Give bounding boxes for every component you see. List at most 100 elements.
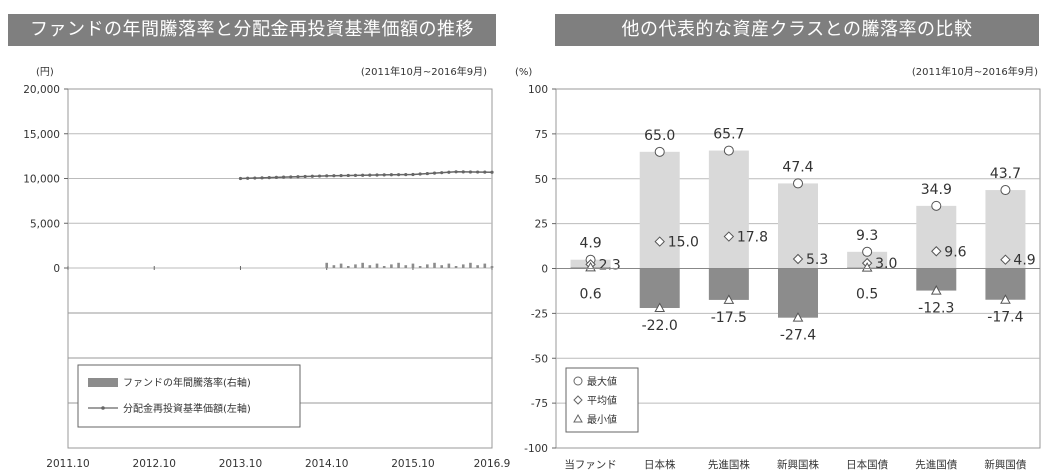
avg-marker — [723, 231, 735, 242]
right-legend: 最大値 平均値 最小値 — [565, 367, 639, 433]
left-return-bar — [433, 262, 436, 268]
left-period-label: (2011年10月~2016年9月) — [361, 65, 487, 78]
min-marker — [930, 285, 942, 295]
legend-bar-swatch — [88, 378, 118, 387]
left-y-tick-label: 5,000 — [30, 218, 60, 230]
left-x-tick-label: 2011.10 — [46, 458, 89, 470]
avg-marker — [654, 236, 665, 247]
nav-marker — [332, 174, 336, 178]
avg-value-label: 2.3 — [599, 257, 621, 273]
right-y-tick-label: 25 — [535, 219, 548, 231]
category-label: 日本株 — [644, 458, 676, 471]
nav-marker — [454, 170, 458, 174]
nav-marker — [425, 171, 429, 176]
left-return-bar — [404, 265, 408, 268]
left-return-bar — [440, 265, 443, 268]
nav-marker — [339, 173, 343, 178]
right-y-tick-label: 75 — [535, 129, 548, 141]
legend-avg-marker — [573, 395, 583, 405]
nav-marker — [361, 173, 365, 177]
left-return-bar — [382, 266, 386, 268]
left-x-tick-label: 2016.9 — [474, 458, 511, 470]
max-marker — [931, 200, 942, 211]
avg-value-label: 4.9 — [1013, 253, 1035, 269]
legend-min-marker — [573, 413, 583, 423]
left-return-bar — [418, 266, 422, 268]
category-label: 当ファンド — [564, 458, 617, 471]
left-return-bar — [483, 263, 487, 268]
max-value-label: 47.4 — [782, 159, 813, 175]
min-bar — [639, 268, 680, 308]
max-bar — [916, 205, 957, 269]
max-marker — [654, 146, 665, 157]
min-value-label: 0.5 — [856, 287, 878, 303]
max-value-label: 43.7 — [990, 166, 1021, 182]
min-marker — [861, 262, 873, 272]
nav-marker — [476, 170, 480, 174]
right-y-tick-label: -25 — [531, 308, 548, 320]
left-return-bar — [346, 266, 350, 268]
nav-marker — [346, 173, 350, 178]
left-y-tick-label: 20,000 — [23, 84, 60, 96]
nav-marker — [447, 170, 451, 174]
nav-marker — [281, 175, 286, 179]
legend-max-marker — [573, 376, 583, 386]
min-marker — [1000, 294, 1011, 304]
left-return-bar — [447, 263, 451, 268]
nav-marker — [303, 174, 307, 179]
nav-marker — [246, 176, 250, 180]
nav-marker — [440, 171, 444, 175]
left-return-bar — [461, 264, 465, 268]
min-value-label: -17.5 — [711, 310, 747, 326]
max-value-label: 34.9 — [921, 182, 952, 198]
nav-marker — [411, 172, 415, 177]
category-label: 先進国債 — [915, 458, 957, 471]
left-y-tick-label: 0 — [53, 263, 60, 275]
nav-marker — [483, 170, 487, 174]
avg-value-label: 17.8 — [737, 230, 768, 246]
max-marker — [723, 145, 734, 156]
nav-marker — [310, 174, 314, 178]
nav-marker — [353, 173, 358, 177]
left-x-tick-label: 2015.10 — [391, 458, 434, 470]
right-y-tick-label: 0 — [541, 264, 548, 276]
left-return-bar — [325, 262, 329, 268]
avg-value-label: 5.3 — [806, 252, 828, 268]
min-bar — [778, 268, 818, 318]
left-x-tick-label: 2012.10 — [133, 458, 176, 470]
left-return-bar — [476, 265, 479, 268]
min-value-label: -12.3 — [918, 301, 954, 317]
min-value-label: -17.4 — [987, 310, 1023, 326]
legend-line-label: 分配金再投資基準価額(左軸) — [123, 402, 251, 415]
nav-marker — [238, 176, 243, 181]
avg-value-label: 3.0 — [875, 256, 897, 272]
right-period-label: (2011年10月~2016年9月) — [912, 65, 1038, 78]
left-y-tick-label: 10,000 — [23, 174, 60, 186]
max-marker — [793, 178, 803, 189]
category-label: 新興国株 — [777, 458, 819, 471]
left-y-tick-label: 15,000 — [23, 129, 60, 141]
avg-marker — [931, 246, 942, 257]
nav-marker — [375, 173, 379, 177]
nav-marker — [289, 175, 293, 179]
nav-marker — [368, 173, 372, 177]
category-label: 先進国株 — [708, 458, 750, 471]
nav-marker — [468, 170, 473, 174]
right-y-tick-label: 50 — [535, 174, 548, 186]
left-return-bar — [332, 265, 336, 268]
left-return-bar — [339, 263, 343, 268]
left-legend-box — [77, 364, 301, 428]
nav-marker — [432, 171, 437, 175]
max-marker — [862, 246, 873, 257]
min-marker — [654, 302, 666, 312]
nav-marker — [382, 173, 386, 177]
left-return-bar — [490, 266, 494, 268]
left-return-bar — [354, 264, 357, 268]
max-bar — [639, 151, 680, 269]
min-marker — [723, 294, 735, 304]
right-y-tick-label: -100 — [524, 443, 548, 455]
nav-marker — [267, 176, 271, 180]
category-label: 日本国債 — [846, 458, 888, 471]
min-value-label: 0.6 — [579, 287, 601, 303]
left-return-bar — [411, 263, 415, 268]
